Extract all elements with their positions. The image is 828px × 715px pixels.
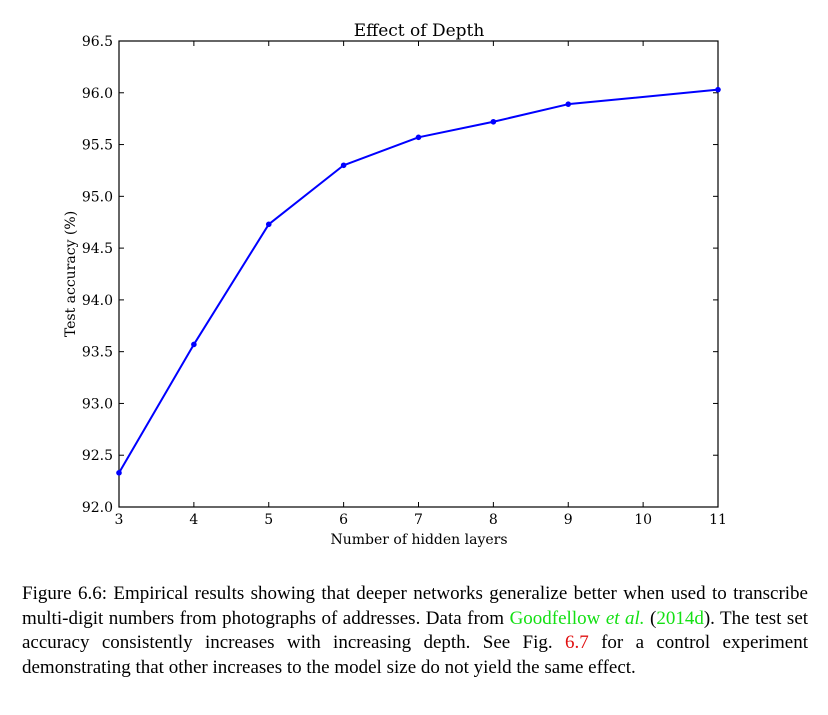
line-chart: Effect of Depth 3 4 5 6 7 8 9 10 11 92.0 92.5 93.0 9…: [63, 21, 727, 548]
x-tick-label: 10: [634, 512, 652, 528]
data-point: [265, 221, 272, 228]
caption-text: (: [644, 607, 657, 629]
data-point: [340, 162, 347, 169]
y-tick-label: 93.0: [82, 396, 113, 412]
citation-link-year[interactable]: 2014d: [656, 607, 704, 629]
y-tick-label: 95.5: [82, 138, 113, 154]
y-tick-label: 95.0: [82, 189, 113, 205]
axis-ticks: 3 4 5 6 7 8 9 10 11 92.0 92.5 93.0 93.5 94.0 94.5 95.0 9…: [82, 34, 727, 528]
x-tick-label: 3: [115, 512, 124, 528]
plot-frame: [118, 40, 719, 508]
y-tick-label: 92.5: [82, 448, 113, 464]
data-point: [116, 470, 122, 476]
y-tick-label: 93.5: [82, 345, 113, 361]
y-tick-label: 96.5: [82, 34, 113, 50]
data-point: [191, 341, 197, 348]
x-tick-label: 11: [709, 512, 727, 528]
y-tick-label: 94.5: [82, 241, 113, 257]
x-tick-label: 4: [189, 512, 198, 528]
data-point: [490, 118, 497, 125]
x-tick-label: 6: [339, 512, 348, 528]
figure: Effect of Depth 3 4 5 6 7 8 9 10 11 92.0 92.5 93.0 9…: [63, 21, 727, 548]
chart-title: Effect of Depth: [354, 21, 485, 41]
data-point: [415, 134, 422, 141]
series-line: [118, 88, 719, 474]
series-layer: [116, 86, 721, 476]
figure-ref-link[interactable]: 6.7: [565, 632, 589, 653]
y-tick-label: 94.0: [82, 293, 113, 309]
caption-text: Figure 6.6: Empirical results showing th…: [22, 583, 808, 629]
x-axis-label: Number of hidden layers: [330, 532, 507, 548]
caption-text: for a control experiment demonstrating t…: [22, 632, 808, 678]
data-point: [565, 101, 572, 107]
citation-link-etal[interactable]: et al.: [605, 607, 645, 629]
caption-text: ). The test set accuracy consistently in…: [22, 607, 809, 654]
y-axis-label: Test accuracy (%): [63, 211, 79, 337]
x-tick-label: 9: [564, 512, 573, 528]
data-point: [715, 86, 721, 93]
x-tick-label: 5: [264, 512, 273, 528]
y-tick-label: 92.0: [82, 500, 113, 516]
figure-caption: Figure 6.6: Empirical results showing th…: [22, 582, 808, 680]
y-tick-label: 96.0: [82, 86, 113, 102]
x-tick-label: 8: [489, 512, 498, 528]
x-tick-label: 7: [414, 512, 423, 528]
citation-link-author[interactable]: Goodfellow: [509, 607, 601, 629]
